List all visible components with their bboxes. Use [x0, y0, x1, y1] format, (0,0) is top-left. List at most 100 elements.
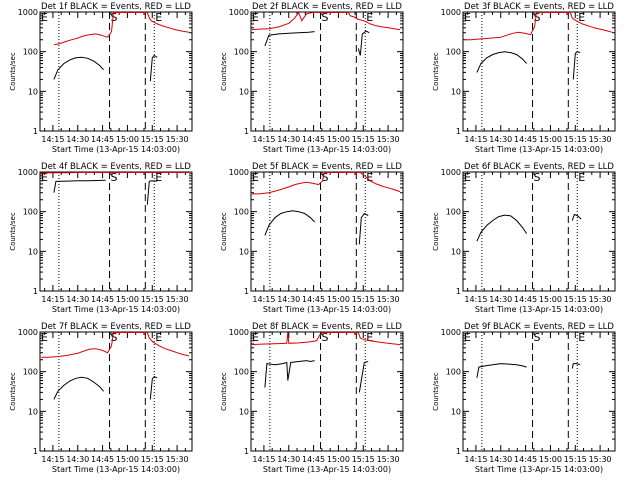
x-tick-label: 14:45: [514, 295, 537, 304]
x-tick-label: 14:30: [277, 295, 300, 304]
x-axis-label: Start Time (13-Apr-15 14:03:00): [52, 465, 180, 474]
axes-frame: [39, 171, 193, 292]
detector-panel-8: Det 8f BLACK = Events, RED = LLD 1 10 100 10…: [220, 322, 404, 474]
x-tick-label: 15:15: [564, 455, 587, 464]
panel-title: Det 4f BLACK = Events, RED = LLD: [41, 162, 191, 172]
events-series-line: [264, 210, 315, 236]
x-tick-label: 15:00: [327, 135, 350, 144]
lld-series-line: [464, 12, 613, 41]
y-axis-label: Counts/sec: [9, 372, 17, 411]
axes-frame: [250, 171, 404, 292]
lld-series-line: [53, 12, 190, 46]
axes-frame: [462, 171, 616, 292]
interval-marker-label: E: [155, 171, 162, 184]
y-axis-label: Counts/sec: [220, 372, 228, 411]
interval-marker-label: E: [155, 11, 162, 24]
y-tick-label: 100: [446, 48, 461, 57]
detector-panel-7: Det 7f BLACK = Events, RED = LLD 1 10 100 10…: [9, 322, 193, 474]
interval-marker-label: E: [41, 331, 48, 344]
y-tick-label: 100: [23, 48, 38, 57]
interval-marker-label: E: [252, 331, 259, 344]
y-tick-label: 1000: [18, 168, 38, 177]
x-tick-label: 14:45: [302, 135, 325, 144]
x-tick-label: 15:00: [327, 295, 350, 304]
x-tick-label: 14:30: [489, 455, 512, 464]
interval-marker-label: E: [366, 331, 373, 344]
interval-marker-label: E: [464, 171, 471, 184]
panel-title: Det 5f BLACK = Events, RED = LLD: [252, 162, 402, 172]
x-tick-label: 15:15: [141, 455, 164, 464]
y-tick-label: 10: [28, 407, 38, 416]
x-tick-label: 15:30: [377, 455, 400, 464]
panel-title: Det 8f BLACK = Events, RED = LLD: [252, 322, 402, 332]
interval-marker-label: E: [578, 171, 585, 184]
panel-title: Det 9f BLACK = Events, RED = LLD: [464, 322, 614, 332]
x-tick-label: 15:00: [116, 135, 139, 144]
x-tick-label: 15:00: [327, 455, 350, 464]
x-tick-label: 14:45: [514, 135, 537, 144]
x-tick-label: 15:00: [539, 135, 562, 144]
x-tick-label: 14:15: [252, 295, 275, 304]
x-tick-label: 15:15: [352, 135, 375, 144]
interval-marker-label: S: [534, 11, 541, 24]
x-tick-label: 14:15: [464, 135, 487, 144]
events-series-line: [264, 31, 315, 47]
x-tick-label: 14:30: [489, 295, 512, 304]
y-tick-label: 100: [234, 368, 249, 377]
events-series-line: [358, 212, 369, 245]
x-tick-label: 15:00: [539, 455, 562, 464]
interval-marker-label: E: [366, 11, 373, 24]
x-tick-label: 14:15: [41, 135, 64, 144]
x-tick-label: 15:30: [589, 455, 612, 464]
x-tick-label: 14:15: [252, 135, 275, 144]
detector-panel-1: Det 1f BLACK = Events, RED = LLD 1 10 100 10…: [9, 2, 193, 154]
y-axis-label: Counts/sec: [432, 212, 440, 251]
y-axis-label: Counts/sec: [432, 52, 440, 91]
y-tick-label: 1000: [441, 328, 461, 337]
x-axis-label: Start Time (13-Apr-15 14:03:00): [263, 305, 391, 314]
detector-panel-3: Det 3f BLACK = Events, RED = LLD 1 10 100 10…: [432, 2, 616, 154]
x-tick-label: 15:15: [564, 295, 587, 304]
panel-title: Det 3f BLACK = Events, RED = LLD: [464, 2, 614, 12]
x-tick-label: 15:30: [377, 295, 400, 304]
events-series-line: [357, 30, 370, 56]
y-tick-label: 1000: [441, 168, 461, 177]
axes-frame: [250, 11, 404, 132]
events-series-line: [572, 51, 581, 80]
events-series-line: [571, 363, 581, 369]
x-tick-label: 14:15: [464, 295, 487, 304]
interval-marker-label: S: [534, 171, 541, 184]
y-tick-label: 10: [239, 247, 249, 256]
events-series-line: [476, 214, 528, 242]
panel-title: Det 1f BLACK = Events, RED = LLD: [41, 2, 191, 12]
interval-marker-label: S: [534, 331, 541, 344]
events-series-line: [264, 360, 315, 388]
y-tick-label: 100: [446, 208, 461, 217]
x-tick-label: 14:45: [302, 295, 325, 304]
detector-panel-9: Det 9f BLACK = Events, RED = LLD 1 10 100 10…: [432, 322, 616, 474]
y-tick-label: 1: [456, 447, 461, 456]
lld-series-line: [41, 332, 190, 358]
y-tick-label: 1000: [18, 8, 38, 17]
x-tick-label: 15:00: [539, 295, 562, 304]
detector-panel-5: Det 5f BLACK = Events, RED = LLD 1 10 100 10…: [220, 162, 404, 314]
interval-marker-label: E: [366, 171, 373, 184]
x-tick-label: 15:15: [352, 295, 375, 304]
lld-series-line: [251, 12, 401, 31]
y-tick-label: 1000: [229, 8, 249, 17]
events-series-line: [53, 56, 104, 80]
x-tick-label: 14:30: [66, 295, 89, 304]
events-series-line: [149, 375, 158, 400]
y-tick-label: 1: [244, 447, 249, 456]
x-tick-label: 14:45: [514, 455, 537, 464]
axes-frame: [462, 331, 616, 452]
x-tick-label: 15:30: [589, 295, 612, 304]
x-axis-label: Start Time (13-Apr-15 14:03:00): [475, 145, 603, 154]
x-tick-label: 14:30: [277, 455, 300, 464]
interval-marker-label: S: [322, 171, 329, 184]
axes-frame: [39, 11, 193, 132]
x-tick-label: 14:15: [41, 295, 64, 304]
y-tick-label: 100: [23, 368, 38, 377]
x-tick-label: 14:15: [464, 455, 487, 464]
y-tick-label: 1: [33, 287, 38, 296]
